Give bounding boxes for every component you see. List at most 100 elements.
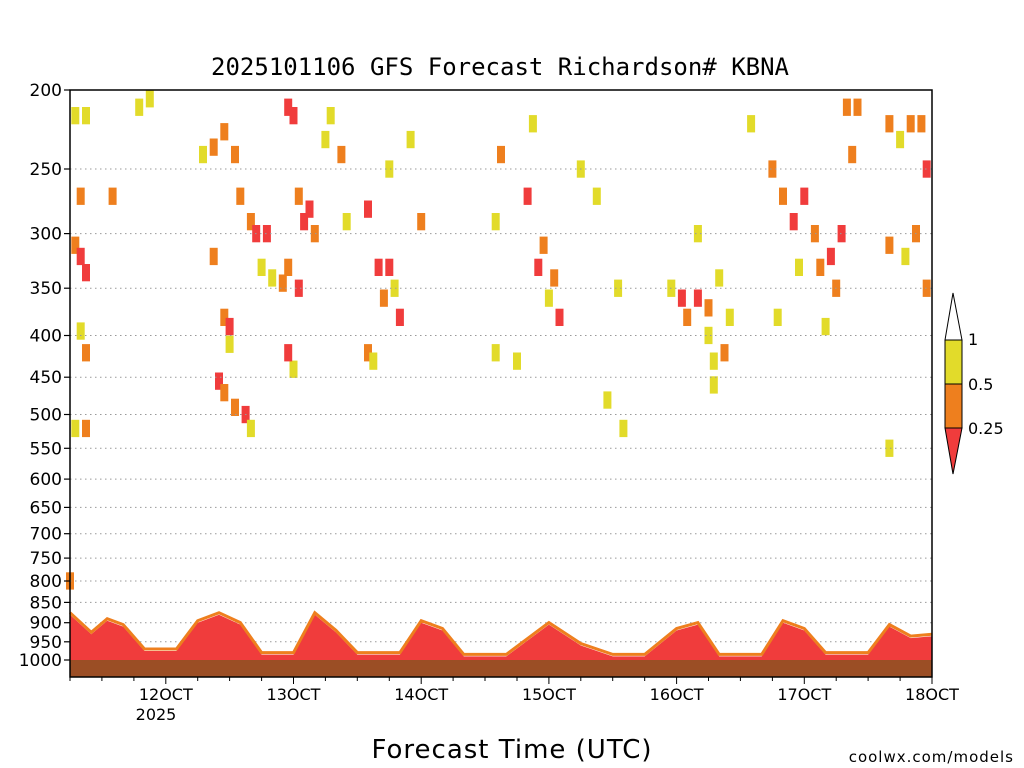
heatmap-cell [779, 187, 787, 205]
heatmap-cell [853, 98, 862, 116]
y-tick-label: 900 [30, 614, 62, 634]
boundary-layer-band [70, 614, 932, 660]
heatmap-cell [364, 200, 372, 218]
heatmap-cell [497, 145, 505, 164]
heatmap-cell [135, 98, 144, 116]
heatmap-cell [76, 247, 85, 266]
heatmap-cell [364, 344, 372, 362]
heatmap-cell [842, 98, 851, 116]
y-tick-label: 200 [30, 81, 62, 101]
heatmap-cell [209, 138, 218, 156]
heatmap-cell [385, 160, 394, 178]
heatmap-cell [539, 236, 548, 254]
y-tick-label: 950 [30, 633, 62, 653]
heatmap-cell [246, 419, 255, 438]
x-axis-year: 2025 [136, 705, 177, 724]
heatmap-cell [795, 258, 803, 276]
heatmap-cell [82, 264, 90, 282]
y-tick-label: 1000 [19, 651, 62, 671]
heatmap-cell [513, 352, 521, 370]
heatmap-cell [885, 236, 894, 254]
heatmap-cell [82, 419, 90, 438]
x-tick-label: 15OCT [522, 685, 576, 704]
x-tick-label: 16OCT [650, 685, 704, 704]
y-tick-label: 350 [30, 279, 62, 299]
heatmap-cell [555, 308, 564, 326]
heatmap-cell [848, 145, 857, 164]
heatmap-cell [71, 107, 80, 125]
heatmap-cell [614, 279, 623, 297]
heatmap-cell [810, 225, 819, 243]
heatmap-cell [725, 308, 734, 326]
y-tick-label: 450 [30, 368, 62, 388]
x-tick-label: 14OCT [394, 685, 448, 704]
heatmap-cell [294, 187, 303, 205]
x-tick-label: 13OCT [267, 685, 321, 704]
heatmap-cell [390, 279, 399, 297]
heatmap-cell [284, 258, 293, 276]
heatmap-cell [693, 289, 702, 307]
heatmap-cell [709, 352, 718, 370]
heatmap-cell [268, 269, 277, 287]
heatmap-cell [906, 115, 915, 133]
heatmap-cell [528, 115, 537, 133]
y-tick-label: 600 [30, 470, 62, 490]
legend-bottom-arrow [944, 427, 963, 475]
heatmap-cell [246, 213, 255, 231]
heatmap-cell [826, 247, 835, 266]
y-tick-label: 550 [30, 439, 62, 459]
heatmap-cell [704, 326, 713, 345]
heatmap-cell [491, 213, 500, 231]
heatmap-cell [922, 160, 931, 178]
heatmap-cell [603, 391, 612, 409]
y-tick-label: 700 [30, 525, 62, 545]
y-tick-label: 650 [30, 498, 62, 518]
legend-label-1: 1 [968, 330, 978, 349]
heatmap-cell [491, 344, 500, 362]
heatmap-cell [284, 344, 293, 362]
heatmap-cell [76, 322, 85, 340]
heatmap-cell [709, 376, 718, 394]
y-tick-label: 850 [30, 593, 62, 613]
heatmap-cell [71, 236, 80, 254]
heatmap-cell [704, 299, 713, 317]
heatmap-cell [342, 213, 351, 231]
x-axis-title: Forecast Time (UTC) [371, 735, 652, 765]
heatmap-cell [278, 274, 287, 292]
heatmap-cell [337, 145, 346, 164]
credit-label: coolwx.com/models [849, 748, 1014, 766]
heatmap-cell [220, 123, 229, 141]
plot-frame [69, 89, 933, 678]
heatmap-cell [145, 90, 154, 108]
heatmap-cell [225, 335, 234, 353]
y-tick-label: 750 [30, 549, 62, 569]
heatmap-cell [885, 115, 894, 133]
heatmap-cell [262, 225, 271, 243]
heatmap-cell [922, 279, 931, 297]
legend-swatch-high [944, 339, 963, 385]
heatmap-cell [523, 187, 532, 205]
legend-swatch-mid [944, 383, 963, 429]
heatmap-cell [369, 352, 378, 370]
heatmap-cell [800, 187, 809, 205]
heatmap-cell [220, 308, 229, 326]
chart-title: 2025101106 GFS Forecast Richardson# KBNA [211, 53, 790, 81]
heatmap-cell [406, 130, 415, 149]
grid-lines [70, 168, 932, 643]
heatmap-cell [225, 317, 234, 336]
heatmap-cell [321, 130, 330, 149]
heatmap-cell [209, 247, 218, 266]
y-axis: 200 250 300 350 400 450 500 550 600 650 700 750 8008… [19, 81, 70, 671]
heatmap-cell [550, 269, 559, 287]
x-tick-label: 17OCT [777, 685, 831, 704]
color-legend: 1 0.5 0.25 [944, 292, 1004, 475]
heatmap-cell [544, 289, 553, 307]
ground-band [70, 660, 932, 677]
heatmap-cell [901, 247, 910, 266]
heatmap-cell [257, 258, 266, 276]
heatmap-cell [300, 213, 309, 231]
heatmap-cell [231, 145, 239, 164]
legend-top-arrow [944, 292, 963, 341]
heatmap-cell [693, 225, 702, 243]
heatmap-cell [289, 107, 298, 125]
